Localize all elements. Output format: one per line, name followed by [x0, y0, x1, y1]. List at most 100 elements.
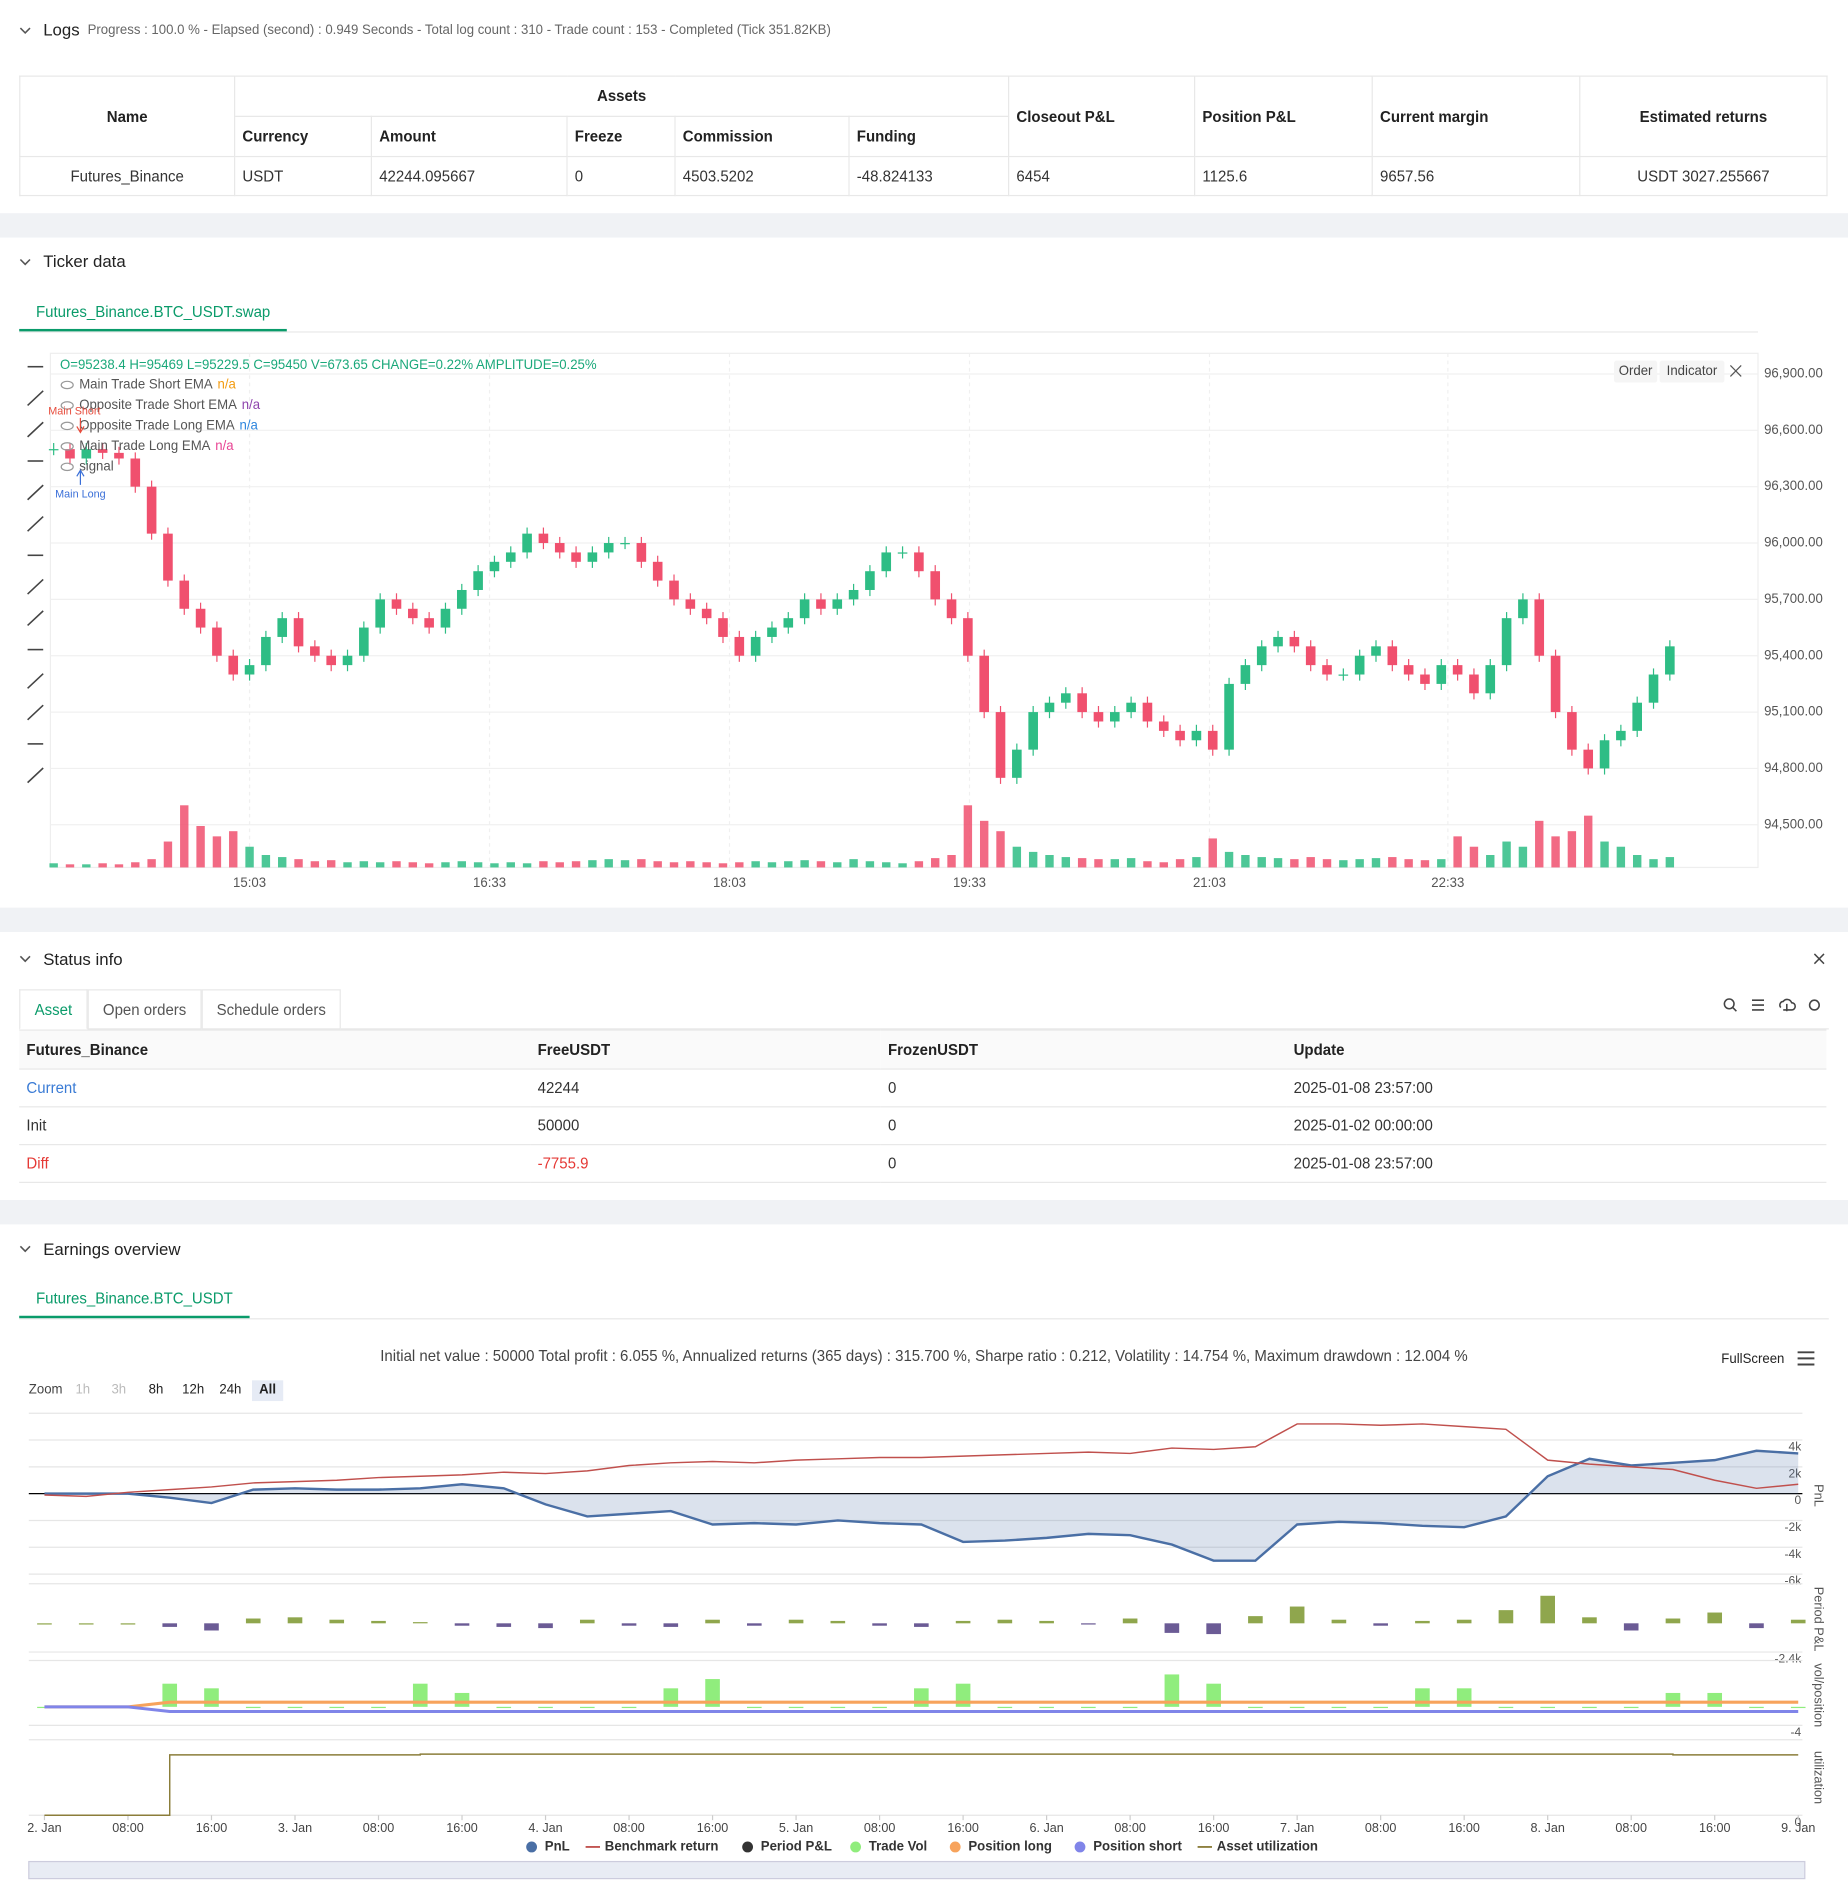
tool-icon[interactable] [1808, 999, 1820, 1011]
fullscreen-icon[interactable] [1729, 365, 1742, 377]
axis-title: PnL [1812, 1484, 1826, 1507]
y-tick-label: -6k [1785, 1574, 1803, 1588]
candle [1191, 730, 1202, 741]
volume-bar [441, 862, 450, 868]
volume-bar [718, 863, 728, 868]
legend-entry[interactable]: Period P&L [761, 1838, 832, 1853]
collapse-icon[interactable] [19, 953, 31, 965]
status-tab[interactable]: Open orders [87, 989, 202, 1030]
zoom-button[interactable]: 12h [182, 1382, 204, 1397]
zoom-button[interactable]: 1h [75, 1382, 90, 1397]
collapse-icon[interactable] [19, 256, 31, 268]
legend-entry[interactable]: Benchmark return [605, 1838, 719, 1853]
expand-icon[interactable] [1813, 953, 1825, 965]
x-tick-label: 16:33 [473, 875, 506, 890]
bar [663, 1688, 679, 1707]
volume-bar [1339, 860, 1348, 868]
cell: 2025-01-02 00:00:00 [1286, 1106, 1827, 1146]
candle [636, 543, 647, 562]
zoom-button[interactable]: 8h [149, 1382, 164, 1397]
eye-icon[interactable] [60, 442, 74, 451]
bar [1164, 1674, 1180, 1707]
volume-bar [1143, 861, 1152, 868]
bar [162, 1623, 178, 1627]
series-line [44, 1423, 1799, 1498]
legend-entry[interactable]: Position short [1093, 1838, 1182, 1853]
bar [371, 1620, 386, 1624]
button-bg[interactable] [1659, 360, 1725, 383]
volume-bar [1453, 836, 1462, 868]
ticker-card: Ticker data Futures_Binance.BTC_USDT.swa… [0, 237, 1848, 908]
zoom-button[interactable]: 3h [111, 1382, 126, 1397]
zoom-button[interactable]: 24h [219, 1382, 241, 1397]
tool-icon[interactable] [1723, 998, 1737, 1012]
status-tab[interactable]: Schedule orders [201, 989, 341, 1030]
eye-icon[interactable] [60, 462, 74, 472]
tool-icon[interactable] [27, 484, 44, 501]
candle [930, 571, 941, 600]
tool-icon[interactable] [27, 673, 44, 689]
x-tick-label: 08:00 [1615, 1821, 1647, 1835]
y-tick-label: -2k [1785, 1520, 1803, 1534]
data-row: Init 50000 0 2025-01-02 00:00:00 [19, 1106, 1827, 1146]
tool-icon[interactable] [27, 390, 44, 407]
chart-button[interactable]: Indicator [1667, 363, 1718, 378]
tool-icon[interactable] [1752, 999, 1765, 1011]
legend-name: Main Trade Short EMA [79, 376, 213, 391]
eye-icon[interactable] [60, 421, 74, 431]
x-tick-label: 19:33 [953, 875, 986, 890]
menu-icon[interactable] [1797, 1351, 1815, 1366]
bar [329, 1619, 345, 1624]
x-tick-label: 8. Jan [1531, 1821, 1565, 1835]
header-cell: Currency [234, 115, 373, 158]
zoom-button[interactable]: All [259, 1382, 276, 1397]
candle [342, 655, 353, 666]
candle [261, 636, 271, 666]
candle [505, 552, 516, 562]
status-tab[interactable]: Asset [19, 989, 88, 1030]
volume-bar [620, 860, 630, 868]
legend-value: n/a [217, 376, 236, 391]
volume-bar [522, 863, 532, 868]
tool-icon[interactable] [27, 515, 44, 532]
tool-icon[interactable] [27, 767, 44, 784]
bar [872, 1623, 887, 1626]
collapse-icon[interactable] [19, 24, 31, 36]
legend-entry[interactable]: PnL [545, 1838, 570, 1853]
collapse-icon[interactable] [19, 1243, 31, 1255]
volume-bar [1077, 858, 1087, 868]
tool-icon[interactable] [27, 610, 44, 627]
legend-entry[interactable]: Position long [968, 1838, 1052, 1853]
arrow [76, 469, 85, 485]
tool-icon[interactable] [27, 578, 44, 595]
volume-bar [833, 862, 842, 868]
candle [1289, 636, 1300, 647]
volume-bar [669, 862, 679, 868]
header-cell: Commission [674, 115, 850, 158]
symbol-tab[interactable]: Futures_Binance.BTC_USDT [19, 1279, 250, 1319]
legend-value: n/a [242, 397, 261, 412]
bar [120, 1623, 136, 1625]
bar [1665, 1692, 1681, 1707]
legend-entry[interactable]: Asset utilization [1217, 1838, 1318, 1853]
chart-button[interactable]: Order [1619, 363, 1653, 378]
fullscreen-button[interactable]: FullScreen [1721, 1351, 1784, 1366]
axis-title: vol/position [1812, 1663, 1826, 1727]
symbol-tab[interactable]: Futures_Binance.BTC_USDT.swap [19, 292, 288, 332]
legend-entry[interactable]: Trade Vol [869, 1838, 927, 1853]
candle [750, 636, 761, 656]
volume-bar [686, 861, 695, 868]
volume-bar [1110, 859, 1119, 868]
tool-icon[interactable] [27, 704, 44, 721]
tool-icon[interactable] [27, 421, 44, 438]
eye-icon[interactable] [60, 401, 74, 410]
tool-icon[interactable] [1779, 998, 1796, 1012]
eye-icon[interactable] [60, 380, 74, 390]
button-bg[interactable] [1614, 360, 1658, 383]
candle [1126, 702, 1136, 713]
y-tick-label: 95,100.00 [1764, 704, 1823, 719]
ohlc-info: O=95238.4 H=95469 L=95229.5 C=95450 V=67… [60, 357, 597, 372]
header-cell: Amount [370, 115, 568, 158]
x-tick-label: 16:00 [1448, 1821, 1480, 1835]
